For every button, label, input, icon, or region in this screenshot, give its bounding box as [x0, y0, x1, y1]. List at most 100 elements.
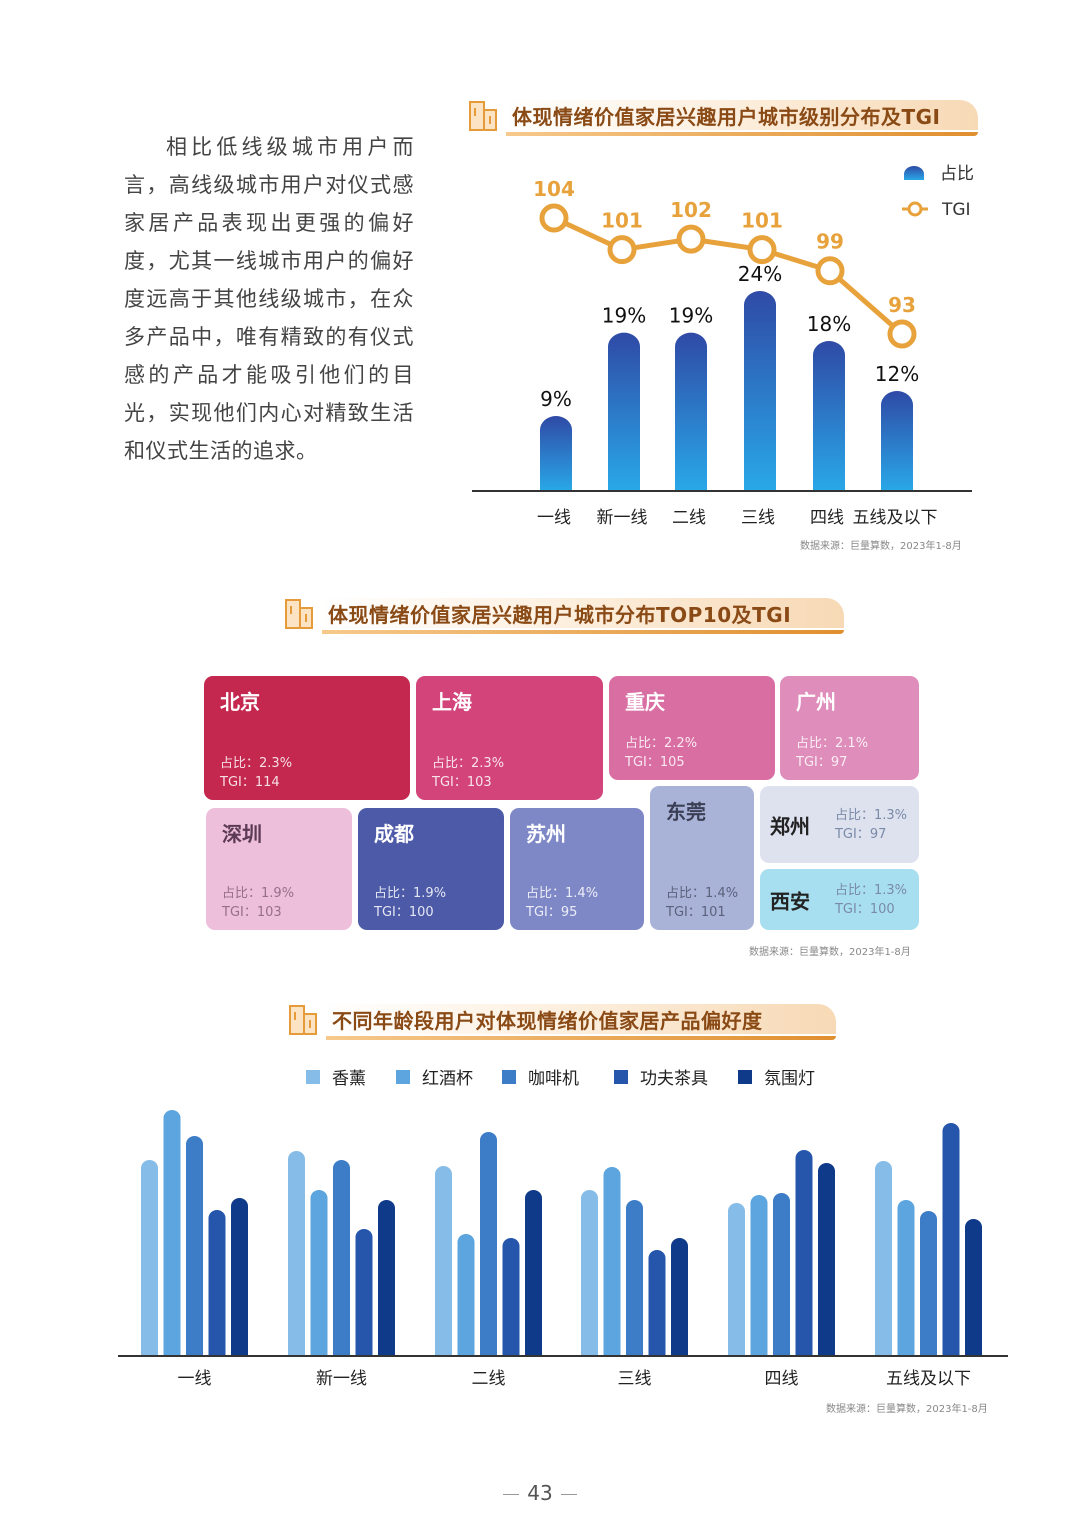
- preference-bar: [208, 1210, 226, 1356]
- preference-bar: [671, 1238, 688, 1356]
- preference-bar: [942, 1123, 960, 1356]
- city-tgi: 97: [869, 826, 887, 842]
- tgi-value-label: 102: [670, 198, 712, 222]
- city-name: 广州: [796, 690, 836, 714]
- x-tick-label: 一线: [178, 1369, 212, 1389]
- preference-bar: [355, 1229, 373, 1356]
- city-tile-suzhou: 苏州 占比：1.4% TGI：95: [510, 808, 644, 930]
- share-bar: [675, 332, 707, 491]
- preference-bar: [897, 1200, 915, 1356]
- preference-bar: [480, 1132, 497, 1356]
- legend-tgi-label: TGI: [941, 200, 971, 220]
- legend-share-swatch: [904, 166, 924, 180]
- title-banner-bg: [324, 1004, 836, 1034]
- legend-tgi-marker: [907, 201, 923, 217]
- share-value-label: 18%: [807, 312, 851, 336]
- section2-title-banner: 体现情绪价值家居兴趣用户城市分布TOP10及TGI: [282, 594, 844, 634]
- legend-label: 红酒杯: [422, 1069, 473, 1089]
- preference-bar: [818, 1163, 835, 1356]
- city-tile-chongqing: 重庆 占比：2.2% TGI：105: [609, 676, 775, 780]
- section3-title-banner: 不同年龄段用户对体现情绪价值家居产品偏好度: [286, 1000, 836, 1040]
- preference-bar: [435, 1166, 452, 1356]
- preference-bar: [920, 1211, 937, 1356]
- legend-swatch: [502, 1070, 516, 1084]
- preference-bar: [141, 1160, 158, 1356]
- preference-bar: [728, 1203, 745, 1356]
- title-banner-underline: [506, 132, 978, 136]
- city-share: 1.9%: [261, 886, 295, 901]
- city-tile-shenzhen: 深圳 占比：1.9% TGI：103: [206, 808, 352, 930]
- city-name: 郑州: [770, 814, 810, 838]
- legend-label: 功夫茶具: [640, 1069, 708, 1089]
- city-name: 成都: [374, 822, 414, 846]
- city-tile-guangzhou: 广州 占比：2.1% TGI：97: [780, 676, 919, 780]
- preference-bar: [773, 1193, 790, 1356]
- preference-bar: [626, 1200, 643, 1356]
- city-share: 2.3%: [471, 756, 505, 771]
- preference-bar: [186, 1136, 203, 1356]
- tgi-marker: [747, 235, 777, 265]
- city-name: 北京: [220, 690, 260, 714]
- x-tick-label: 四线: [810, 508, 844, 528]
- city-tgi: 105: [659, 755, 685, 770]
- city-tgi: 100: [869, 901, 895, 917]
- x-tick-label: 二线: [672, 508, 706, 528]
- city-tile-beijing: 北京 占比：2.3% TGI：114: [204, 676, 410, 800]
- x-tick-label: 五线及以下: [886, 1369, 971, 1389]
- legend-swatch: [396, 1070, 410, 1084]
- tgi-value-label: 101: [741, 209, 783, 233]
- legend: 占比 TGI: [902, 164, 974, 220]
- city-tgi: 97: [830, 755, 848, 770]
- city-share: 1.9%: [413, 886, 447, 901]
- share-value-label: 19%: [669, 304, 713, 328]
- building-icon: [285, 599, 313, 629]
- preference-bar: [750, 1195, 768, 1356]
- city-tile-shanghai: 上海 占比：2.3% TGI：103: [416, 676, 603, 800]
- share-value-label: 9%: [540, 387, 572, 411]
- legend-label: 香薰: [332, 1069, 366, 1089]
- preference-bar: [457, 1234, 475, 1356]
- legend-swatch: [614, 1070, 628, 1084]
- city-name: 重庆: [625, 690, 665, 714]
- section3-source: 数据来源：巨量算数，2023年1-8月: [826, 1404, 988, 1415]
- building-icon: [469, 101, 497, 131]
- section1-source: 数据来源：巨量算数，2023年1-8月: [800, 541, 962, 552]
- share-value-label: 12%: [875, 362, 919, 386]
- building-icon: [289, 1005, 317, 1035]
- section1-title-banner: 体现情绪价值家居兴趣用户城市级别分布及TGI: [466, 96, 978, 136]
- x-tick-label: 一线: [537, 508, 571, 528]
- city-share: 2.2%: [664, 736, 698, 751]
- page-number: 43: [0, 1481, 1080, 1505]
- tgi-marker: [676, 224, 706, 254]
- city-share: 1.4%: [565, 886, 599, 901]
- city-tgi: 103: [256, 905, 282, 920]
- legend-swatch: [306, 1070, 320, 1084]
- city-tile-chengdu: 成都 占比：1.9% TGI：100: [358, 808, 504, 930]
- preference-bar: [333, 1160, 350, 1356]
- preference-bar: [875, 1161, 892, 1356]
- city-share: 1.4%: [705, 886, 739, 901]
- share-bar: [813, 341, 845, 491]
- city-tgi: 95: [560, 905, 578, 920]
- city-name: 西安: [770, 889, 810, 913]
- preference-bar: [603, 1167, 621, 1356]
- x-tick-label: 五线及以下: [853, 508, 938, 528]
- tgi-marker: [607, 235, 637, 265]
- x-tick-label: 二线: [472, 1369, 506, 1389]
- city-share: 2.1%: [835, 736, 869, 751]
- title-banner-bg: [320, 598, 844, 628]
- city-name: 上海: [432, 690, 472, 714]
- section1-title: 体现情绪价值家居兴趣用户城市级别分布及TGI: [512, 105, 941, 129]
- preference-bar: [231, 1198, 248, 1356]
- tgi-marker: [815, 256, 845, 286]
- share-bar: [540, 416, 572, 491]
- tgi-marker: [887, 319, 917, 349]
- preference-bar: [163, 1110, 181, 1356]
- section2-title: 体现情绪价值家居兴趣用户城市分布TOP10及TGI: [328, 603, 792, 627]
- city-share: 2.3%: [259, 756, 293, 771]
- title-banner-underline: [326, 1036, 836, 1040]
- legend-share-label: 占比: [940, 164, 974, 184]
- x-tick-label: 新一线: [597, 508, 648, 528]
- legend-swatch: [738, 1070, 752, 1084]
- intro-paragraph: 相比低线级城市用户而言，高线级城市用户对仪式感家居产品表现出更强的偏好度，尤其一…: [124, 135, 414, 463]
